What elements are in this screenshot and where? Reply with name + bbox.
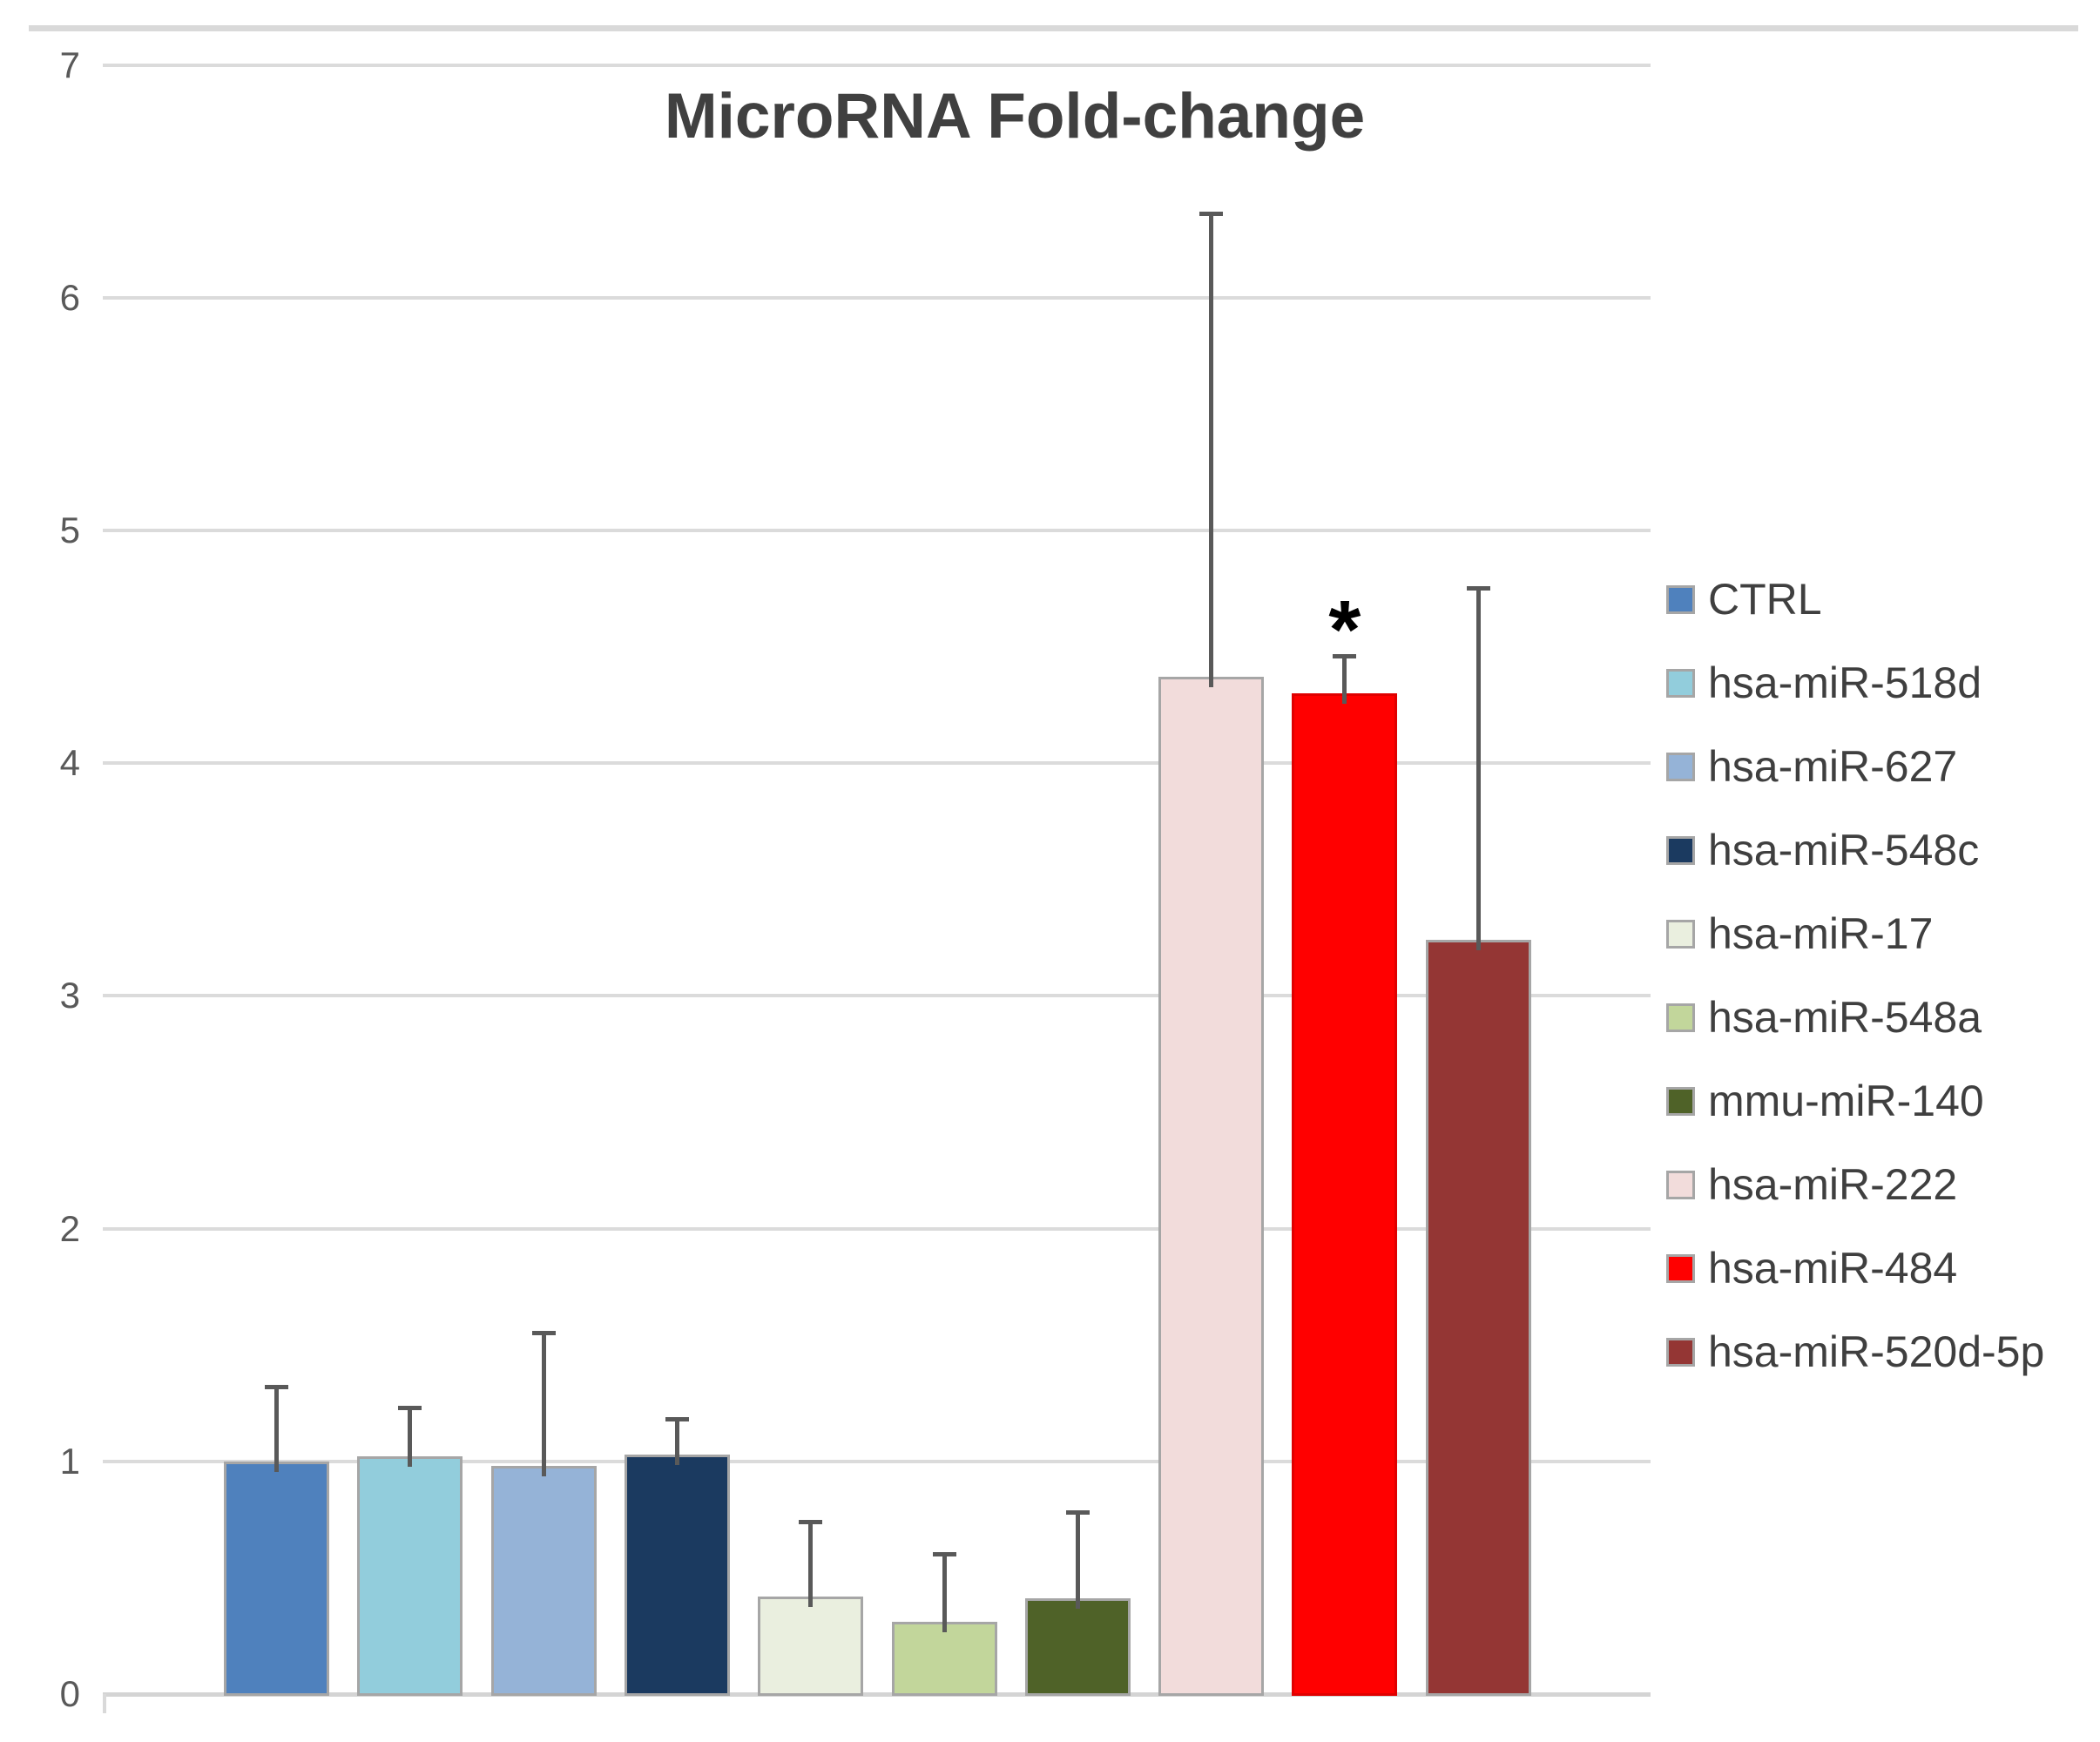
error-bar-cap-hsa-miR-627 [532,1331,556,1335]
legend-item-hsa-miR-627: hsa-miR-627 [1666,743,1957,790]
legend-label-mmu-miR-140: mmu-miR-140 [1708,1077,1984,1125]
error-bar-line-hsa-miR-520d-5p [1476,586,1481,950]
bar-hsa-miR-484 [1292,693,1397,1696]
chart-title: MicroRNA Fold-change [664,81,1366,152]
error-bar-line-hsa-miR-627 [542,1331,546,1476]
bar-hsa-miR-518d [357,1456,463,1696]
error-bar-cap-hsa-miR-520d-5p [1467,586,1490,591]
legend-label-CTRL: CTRL [1708,575,1822,624]
y-axis-tick-label-2: 2 [59,1208,80,1249]
legend-swatch-CTRL [1666,584,1695,614]
legend-swatch-hsa-miR-17 [1666,919,1695,949]
gridline-y3 [103,994,1651,997]
legend-item-hsa-miR-520d-5p: hsa-miR-520d-5p [1666,1328,2044,1375]
error-bar-cap-hsa-miR-17 [799,1520,822,1524]
error-bar-cap-hsa-miR-548a [933,1552,956,1556]
legend-label-hsa-miR-520d-5p: hsa-miR-520d-5p [1708,1327,2045,1376]
legend-label-hsa-miR-484: hsa-miR-484 [1708,1244,1958,1293]
gridline-y4 [103,761,1651,765]
significance-asterisk: * [1328,584,1361,676]
y-axis-tick-label-1: 1 [59,1441,80,1482]
legend-swatch-hsa-miR-222 [1666,1170,1695,1199]
legend-item-hsa-miR-17: hsa-miR-17 [1666,910,1933,957]
legend-swatch-hsa-miR-518d [1666,668,1695,698]
error-bar-cap-mmu-miR-140 [1066,1510,1090,1515]
error-bar-cap-hsa-miR-518d [398,1406,422,1410]
y-axis-tick-label-6: 6 [59,277,80,318]
legend-swatch-hsa-miR-548c [1666,835,1695,865]
legend-label-hsa-miR-548c: hsa-miR-548c [1708,826,1980,874]
y-axis-tick-label-3: 3 [59,975,80,1016]
legend-swatch-hsa-miR-520d-5p [1666,1337,1695,1367]
error-bar-line-hsa-miR-222 [1209,212,1213,687]
error-bar-line-hsa-miR-484 [1342,654,1347,704]
legend-item-mmu-miR-140: mmu-miR-140 [1666,1077,1984,1124]
legend-label-hsa-miR-222: hsa-miR-222 [1708,1160,1958,1209]
legend-swatch-hsa-miR-548a [1666,1003,1695,1032]
legend-label-hsa-miR-548a: hsa-miR-548a [1708,993,1982,1042]
bar-hsa-miR-222 [1158,677,1264,1696]
legend-swatch-mmu-miR-140 [1666,1086,1695,1116]
gridline-y7 [103,64,1651,67]
gridline-y6 [103,296,1651,300]
error-bar-line-hsa-miR-17 [808,1520,813,1607]
legend-item-hsa-miR-548a: hsa-miR-548a [1666,994,1982,1041]
y-axis-tick-label-7: 7 [59,44,80,85]
legend-swatch-hsa-miR-484 [1666,1253,1695,1283]
error-bar-cap-CTRL [265,1385,288,1389]
legend-swatch-hsa-miR-627 [1666,752,1695,781]
y-axis-end-tick [103,1694,106,1713]
legend-item-CTRL: CTRL [1666,576,1822,623]
legend-item-hsa-miR-548c: hsa-miR-548c [1666,827,1979,874]
error-bar-line-CTRL [274,1385,279,1472]
window-top-border [29,25,2078,31]
bar-hsa-miR-627 [491,1466,597,1696]
bar-hsa-miR-17 [758,1597,863,1696]
bar-hsa-miR-520d-5p [1426,940,1531,1696]
error-bar-cap-hsa-miR-222 [1199,212,1223,216]
gridline-y2 [103,1227,1651,1231]
error-bar-line-mmu-miR-140 [1076,1510,1080,1609]
error-bar-cap-hsa-miR-548c [665,1417,689,1421]
legend-item-hsa-miR-518d: hsa-miR-518d [1666,659,1982,706]
legend-label-hsa-miR-518d: hsa-miR-518d [1708,658,1982,707]
legend-label-hsa-miR-17: hsa-miR-17 [1708,909,1934,958]
bar-hsa-miR-548c [625,1455,730,1696]
x-axis-line [103,1692,1651,1697]
y-axis-tick-label-0: 0 [59,1673,80,1714]
error-bar-line-hsa-miR-548a [942,1552,947,1632]
legend-item-hsa-miR-222: hsa-miR-222 [1666,1161,1957,1208]
legend-label-hsa-miR-627: hsa-miR-627 [1708,742,1958,791]
gridline-y1 [103,1460,1651,1463]
gridline-y5 [103,529,1651,532]
y-axis-tick-label-5: 5 [59,510,80,550]
legend-item-hsa-miR-484: hsa-miR-484 [1666,1245,1957,1292]
bar-CTRL [224,1462,329,1696]
error-bar-line-hsa-miR-518d [408,1406,412,1467]
bar-hsa-miR-548a [892,1622,997,1696]
bar-mmu-miR-140 [1025,1598,1131,1696]
error-bar-line-hsa-miR-548c [675,1417,679,1465]
y-axis-tick-label-4: 4 [59,742,80,783]
error-bar-cap-hsa-miR-484 [1333,654,1356,658]
